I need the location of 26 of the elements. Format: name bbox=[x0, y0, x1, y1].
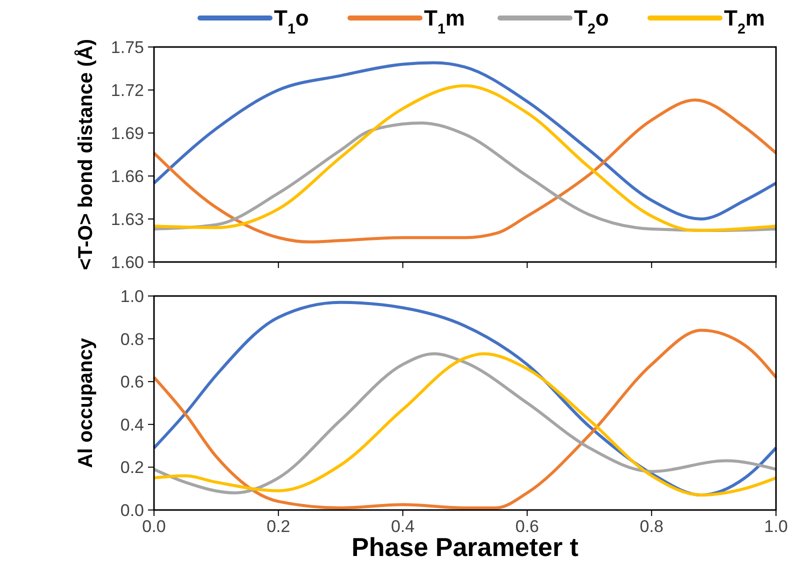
y-tick-label: 1.63 bbox=[110, 210, 144, 229]
legend-label: T$_{2}$m bbox=[724, 6, 765, 38]
y-tick-label: 1.0 bbox=[120, 286, 144, 306]
line-series bbox=[152, 328, 778, 510]
line-series bbox=[152, 61, 778, 220]
line-series bbox=[152, 98, 778, 244]
y-tick-label: 1.75 bbox=[110, 38, 144, 57]
x-tick-label: 0.2 bbox=[266, 517, 290, 536]
y-tick-label: 0.4 bbox=[120, 415, 144, 434]
y-tick-label: 1.60 bbox=[110, 252, 144, 272]
x-tick-label: 0.0 bbox=[142, 517, 166, 536]
y-tick-label: 1.72 bbox=[110, 80, 144, 100]
line-series bbox=[152, 84, 778, 232]
y-axis-title: Al occupancy bbox=[75, 337, 97, 468]
legend-label: T$_{2}$o bbox=[574, 6, 609, 38]
x-tick-label: 1.0 bbox=[764, 517, 788, 536]
y-axis-title: <T-O> bond distance (Å) bbox=[74, 38, 97, 270]
legend-label: T$_{1}$o bbox=[274, 6, 309, 38]
y-tick-label: 1.66 bbox=[110, 166, 144, 186]
y-tick-label: 0.2 bbox=[120, 458, 144, 478]
y-tick-label: 1.69 bbox=[110, 124, 144, 143]
y-tick-label: 0.8 bbox=[120, 330, 144, 349]
y-tick-label: 0.0 bbox=[120, 500, 144, 520]
x-tick-label: 0.8 bbox=[640, 517, 664, 536]
legend-label: T$_{1}$m bbox=[424, 6, 465, 38]
y-tick-label: 0.6 bbox=[120, 372, 144, 392]
